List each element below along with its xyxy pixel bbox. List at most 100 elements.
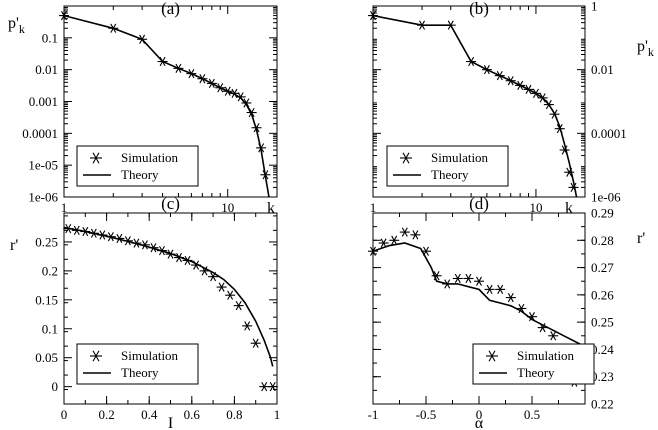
series-line-theory [64, 14, 270, 197]
data-point-simulation [568, 182, 579, 193]
data-point-simulation [242, 321, 253, 331]
y-tick-label: 0.0001 [591, 126, 627, 141]
y-axis-label-main: p' [637, 38, 648, 55]
data-point-simulation [105, 232, 116, 242]
x-tick-label: 10 [529, 200, 542, 215]
y-axis-label-main: p' [8, 15, 19, 32]
y-tick-label: 0.001 [29, 94, 58, 109]
y-tick-label: 0.05 [35, 350, 58, 365]
data-point-simulation [63, 224, 74, 234]
data-point-simulation [131, 238, 142, 248]
x-tick-label: 1 [274, 407, 281, 422]
data-point-simulation [197, 74, 208, 84]
data-point-simulation [523, 84, 534, 95]
data-point-simulation [389, 235, 400, 245]
data-point-simulation [250, 338, 261, 348]
x-tick-label: 1 [61, 200, 68, 215]
data-point-simulation [225, 290, 236, 300]
y-tick-label: 1 [591, 0, 598, 14]
chart-panel-3: (d) -1 -0.5 0 0.5 0.22 0.23 0.24 0.25 0.26 0.27 0.2… [368, 194, 646, 430]
data-point-simulation [494, 70, 505, 81]
data-point-simulation [80, 226, 91, 237]
data-point-simulation [417, 20, 428, 30]
y-tick-label: 0.15 [35, 292, 58, 307]
data-point-simulation [108, 23, 119, 33]
data-point-simulation [215, 83, 226, 93]
y-tick-label: 0.29 [591, 206, 614, 221]
data-point-simulation [191, 260, 202, 270]
chart-panel-1: (b)1 101e-060.00010.011kp'kSimulationTheo… [368, 0, 654, 217]
legend-label-theory: Theory [517, 365, 555, 380]
legend-box [472, 343, 595, 385]
data-point-simulation [139, 240, 150, 250]
y-tick-label: 0.25 [35, 234, 58, 249]
data-point-simulation [216, 282, 227, 292]
data-point-simulation [267, 382, 278, 392]
y-axis-label: p'k [8, 15, 25, 36]
legend: Simulation Theory [472, 343, 595, 385]
data-point-simulation [88, 228, 99, 238]
legend-simulation-marker [486, 350, 498, 362]
y-tick-label: 0.26 [591, 287, 614, 302]
y-tick-label: 0 [52, 379, 59, 394]
data-point-simulation [256, 143, 267, 153]
data-point-simulation [174, 252, 185, 263]
data-point-simulation [442, 279, 453, 289]
data-point-simulation [484, 284, 495, 295]
chart-title: (c) [161, 194, 180, 213]
legend-box [76, 145, 199, 187]
data-point-simulation [399, 227, 410, 237]
data-point-simulation [368, 10, 378, 21]
data-point-simulation [481, 65, 492, 75]
x-tick-label: 0.4 [141, 407, 158, 422]
legend-simulation-marker [90, 350, 102, 362]
data-point-simulation [199, 266, 210, 276]
y-tick-label: 0.24 [591, 342, 614, 357]
data-point-simulation [122, 236, 133, 246]
legend-box [386, 145, 509, 187]
data-point-simulation [71, 225, 82, 235]
data-point-simulation [114, 233, 125, 244]
x-tick-label: 0.6 [184, 407, 201, 422]
y-tick-label: 1e-05 [28, 158, 58, 173]
data-point-simulation [495, 284, 506, 295]
data-point-simulation [233, 300, 244, 311]
y-tick-label: 1e-06 [591, 190, 621, 205]
data-point-simulation [431, 271, 442, 281]
chart-panel-0: (a)1 101e-061e-050.00010.0010.010.1kp'kSi… [8, 0, 278, 217]
data-point-simulation [466, 56, 477, 67]
data-point-simulation [241, 98, 252, 108]
y-axis-label-sub: k [648, 45, 654, 59]
x-tick-label: 0 [476, 407, 483, 422]
data-point-simulation [548, 331, 559, 341]
data-point-simulation [564, 167, 575, 177]
x-axis-label: I [168, 415, 173, 430]
y-tick-label: 0.1 [42, 30, 58, 45]
data-point-simulation [186, 69, 197, 79]
data-point-simulation [97, 230, 108, 240]
data-point-simulation [505, 76, 516, 86]
plot-frame [372, 5, 586, 198]
data-point-simulation [515, 80, 526, 91]
x-tick-label: 0.8 [226, 407, 242, 422]
chart-title: (a) [161, 0, 180, 18]
y-tick-label: 0.27 [591, 260, 614, 275]
legend-simulation-marker [400, 152, 412, 164]
y-tick-label: 1e-06 [28, 190, 58, 205]
data-point-simulation [208, 272, 219, 282]
y-axis-label: r' [10, 237, 18, 254]
data-area [64, 226, 274, 367]
legend: Simulation Theory [76, 343, 199, 385]
data-point-simulation [59, 10, 69, 21]
data-point-simulation [537, 322, 548, 333]
data-point-simulation [165, 249, 176, 259]
data-point-simulation [157, 56, 168, 67]
legend-label-theory: Theory [431, 167, 469, 182]
x-tick-label: -1 [368, 407, 379, 422]
y-axis-label: p'k [637, 38, 654, 59]
legend: Simulation Theory [76, 145, 199, 187]
x-tick-label: 10 [221, 200, 234, 215]
data-point-simulation [246, 107, 257, 118]
legend-label-simulation: Simulation [431, 150, 489, 165]
